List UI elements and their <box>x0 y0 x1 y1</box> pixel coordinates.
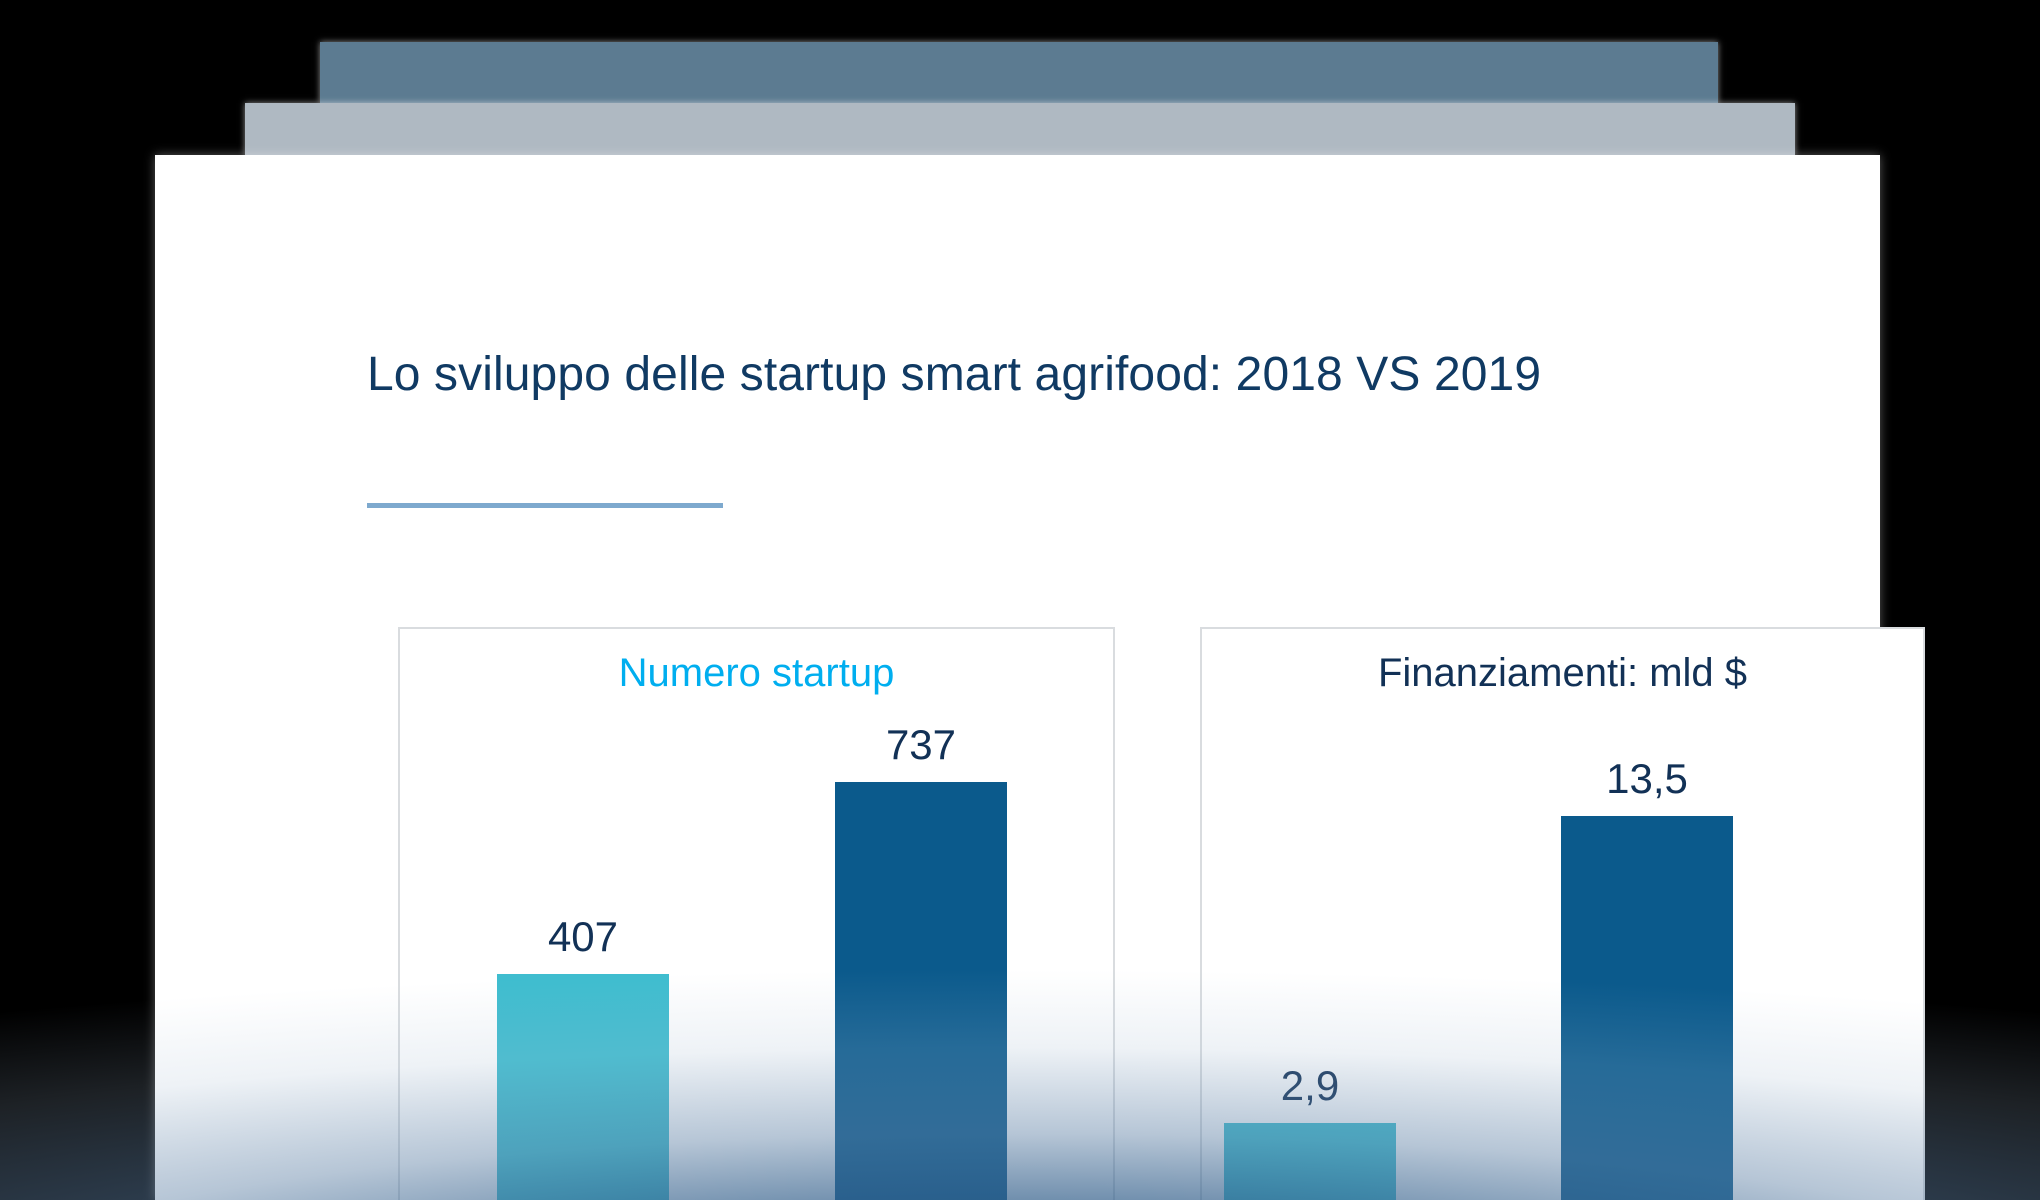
chart-panel-finanziamenti: Finanziamenti: mld $ 2,9 13,5 Campione 2… <box>1200 627 1925 1200</box>
plot-area-left: 407 737 <box>400 719 1113 1200</box>
bar-value-left-2018: 407 <box>547 913 619 960</box>
bar-group-right-2019: 13,5 <box>1561 758 1733 1200</box>
chart-title-right: Finanziamenti: mld $ <box>1377 651 1748 695</box>
bar-left-2018[interactable] <box>497 974 669 1200</box>
chart-panel-numero-startup: Numero startup 407 737 Campione 2018 Cam… <box>398 627 1115 1200</box>
plot-area-right: 2,9 13,5 <box>1202 719 1923 1200</box>
page-title: Lo sviluppo delle startup smart agrifood… <box>367 348 1542 401</box>
bar-group-left-2018: 407 <box>497 916 669 1200</box>
slide-card: Lo sviluppo delle startup smart agrifood… <box>155 155 1925 1200</box>
chart-title-left: Numero startup <box>618 651 895 695</box>
decorative-bar-middle <box>245 103 1795 156</box>
bar-group-right-2018: 2,9 <box>1224 1065 1396 1200</box>
title-underline-rule <box>367 503 723 508</box>
bar-value-left-2019: 737 <box>885 721 957 768</box>
bar-value-right-2019: 13,5 <box>1606 755 1688 802</box>
bar-right-2019[interactable] <box>1561 816 1733 1200</box>
bar-right-2018[interactable] <box>1224 1123 1396 1200</box>
bar-value-right-2018: 2,9 <box>1280 1062 1340 1109</box>
bar-group-left-2019: 737 <box>835 724 1007 1200</box>
decorative-bar-top <box>320 42 1718 104</box>
bar-left-2019[interactable] <box>835 782 1007 1200</box>
